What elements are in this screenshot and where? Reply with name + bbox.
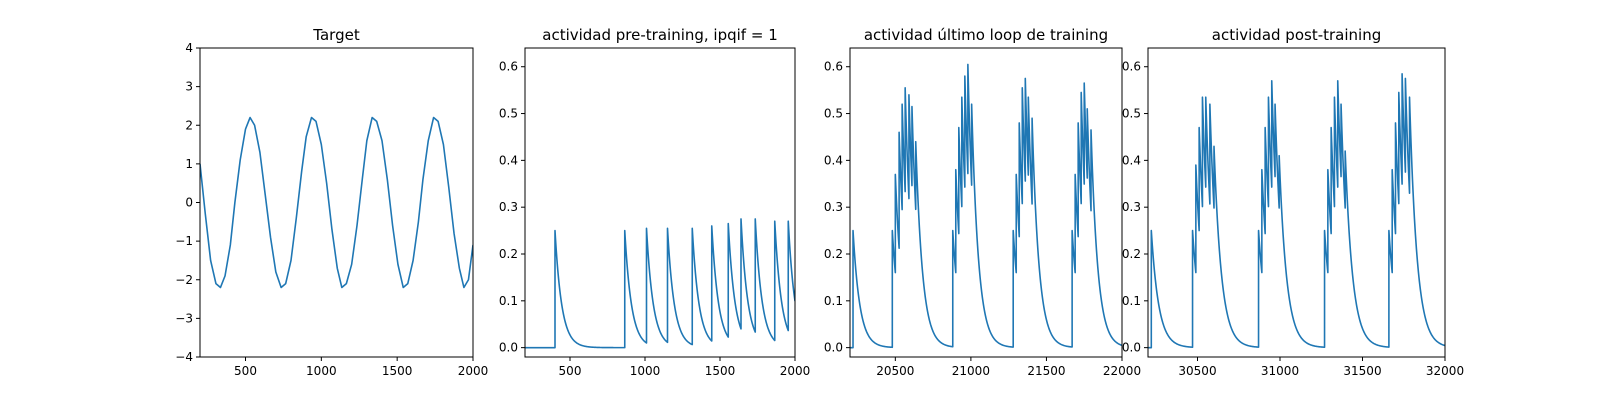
subplot-1: 500 1000 1500 2000 −4 −3 −2 −1 0 1 2 3 4 Target bbox=[175, 26, 488, 378]
series-line bbox=[200, 116, 473, 289]
x-tick-label: 31000 bbox=[1261, 364, 1299, 378]
y-tick-label: 0 bbox=[185, 196, 193, 210]
y-tick-label: 0.2 bbox=[824, 247, 843, 261]
x-tick-label: 1000 bbox=[306, 364, 337, 378]
series-line bbox=[525, 218, 795, 349]
y-tick-label: 0.3 bbox=[824, 200, 843, 214]
axes-frame bbox=[199, 47, 474, 358]
y-tick-label: 0.5 bbox=[824, 107, 843, 121]
y-tick-label: 0.1 bbox=[1122, 294, 1141, 308]
y-tick-label: 0.4 bbox=[499, 153, 518, 167]
y-tick-label: 1 bbox=[185, 157, 193, 171]
y-tick-label: 0.4 bbox=[1122, 153, 1141, 167]
y-tick-label: 0.2 bbox=[499, 247, 518, 261]
y-tick-label: 2 bbox=[185, 118, 193, 132]
y-tick-label: 0.1 bbox=[824, 294, 843, 308]
y-tick-label: 0.5 bbox=[499, 107, 518, 121]
axes-frame bbox=[849, 47, 1123, 358]
x-tick-label: 500 bbox=[559, 364, 582, 378]
x-tick-label: 1000 bbox=[630, 364, 661, 378]
y-tick-label: 0.1 bbox=[499, 294, 518, 308]
y-tick-label: 0.5 bbox=[1122, 107, 1141, 121]
x-tick-label: 2000 bbox=[780, 364, 811, 378]
y-tick-label: 0.0 bbox=[824, 341, 843, 355]
y-tick-label: 0.6 bbox=[824, 60, 843, 74]
y-tick-label: −4 bbox=[175, 350, 193, 364]
axes-frame bbox=[524, 47, 796, 358]
subplot-2: 500 1000 1500 2000 0.0 0.1 0.2 0.3 0.4 0.5 0.6 acti… bbox=[499, 26, 810, 378]
y-tick-label: −2 bbox=[175, 273, 193, 287]
y-tick-label: 0.6 bbox=[1122, 60, 1141, 74]
x-tick-label: 32000 bbox=[1426, 364, 1464, 378]
y-tick-label: 0.6 bbox=[499, 60, 518, 74]
x-tick-label: 1500 bbox=[705, 364, 736, 378]
x-tick-label: 20500 bbox=[876, 364, 914, 378]
y-tick-label: 0.0 bbox=[1122, 341, 1141, 355]
subplot-title: actividad último loop de training bbox=[864, 26, 1108, 44]
y-tick-label: 4 bbox=[185, 41, 193, 55]
x-tick-label: 21000 bbox=[952, 364, 990, 378]
x-tick-label: 1500 bbox=[382, 364, 413, 378]
subplot-title: actividad post-training bbox=[1212, 26, 1381, 44]
y-tick-label: −1 bbox=[175, 234, 193, 248]
y-tick-label: −3 bbox=[175, 311, 193, 325]
y-tick-label: 0.0 bbox=[499, 341, 518, 355]
x-tick-label: 2000 bbox=[458, 364, 489, 378]
axes-frame bbox=[1147, 47, 1446, 358]
x-tick-label: 31500 bbox=[1343, 364, 1381, 378]
y-tick-label: 3 bbox=[185, 80, 193, 94]
y-tick-label: 0.2 bbox=[1122, 247, 1141, 261]
y-tick-label: 0.4 bbox=[824, 153, 843, 167]
x-tick-label: 21500 bbox=[1027, 364, 1065, 378]
x-tick-label: 30500 bbox=[1178, 364, 1216, 378]
subplot-4: 30500 31000 31500 32000 0.0 0.1 0.2 0.3 0.4 0.5 0.… bbox=[1122, 26, 1464, 378]
x-tick-label: 500 bbox=[234, 364, 257, 378]
subplot-3: 20500 21000 21500 22000 0.0 0.1 0.2 0.3 0.4 0.5 0.… bbox=[824, 26, 1141, 378]
y-tick-label: 0.3 bbox=[1122, 200, 1141, 214]
subplot-title: actividad pre-training, ipqif = 1 bbox=[542, 26, 778, 44]
series-line bbox=[850, 63, 1122, 349]
x-tick-label: 22000 bbox=[1103, 364, 1141, 378]
subplot-title: Target bbox=[312, 26, 360, 44]
series-line bbox=[1148, 72, 1445, 349]
y-tick-label: 0.3 bbox=[499, 200, 518, 214]
